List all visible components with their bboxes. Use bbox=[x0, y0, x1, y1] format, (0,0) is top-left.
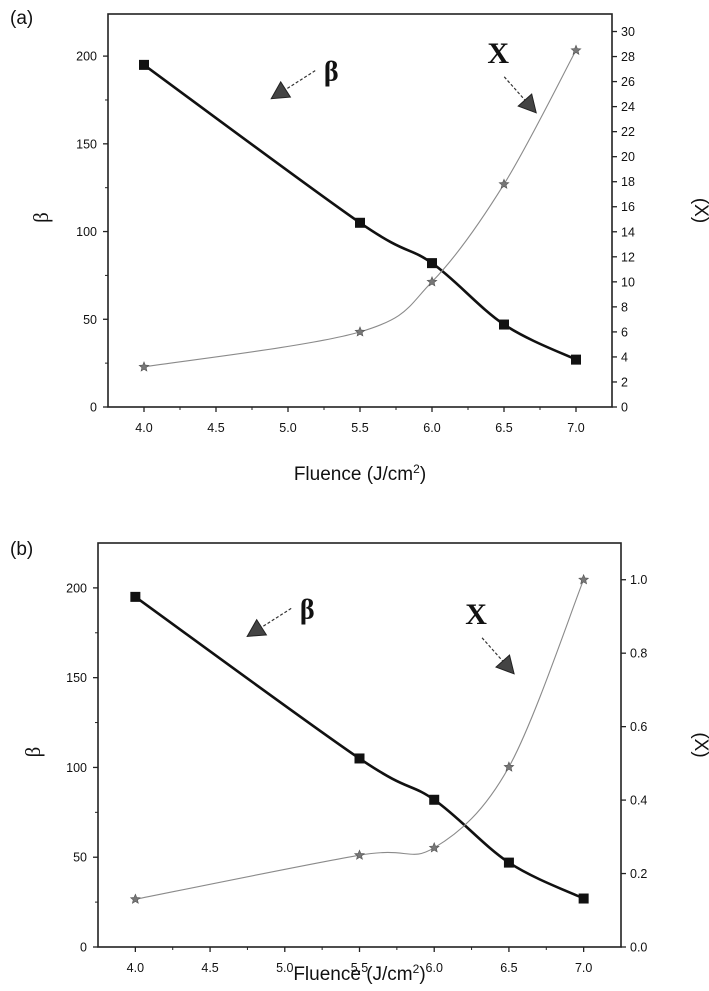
beta-data-point bbox=[139, 59, 149, 70]
y-tick-label: 200 bbox=[66, 581, 87, 595]
y2-tick-label: 0.8 bbox=[630, 647, 647, 661]
x-tick-label: 6.5 bbox=[495, 421, 512, 435]
y-tick-label: 150 bbox=[66, 671, 87, 685]
x-data-point bbox=[428, 842, 440, 853]
y-tick-label: 50 bbox=[73, 851, 87, 865]
x-data-point bbox=[503, 761, 515, 772]
y2-tick-label: 0.6 bbox=[630, 720, 647, 734]
x-axis-title-end: ) bbox=[419, 964, 425, 985]
y2-tick-label: 16 bbox=[621, 200, 635, 214]
beta-data-point bbox=[429, 794, 440, 805]
x-axis-title: Fluence (J/cm2) bbox=[293, 962, 425, 985]
y-axis-title: β bbox=[21, 747, 45, 758]
x-tick-label: 5.0 bbox=[279, 421, 296, 435]
y-tick-label: 0 bbox=[90, 401, 97, 415]
x-annotation-label: X bbox=[487, 37, 509, 70]
beta-annotation-arrowhead bbox=[246, 618, 268, 637]
x-tick-label: 6.0 bbox=[426, 961, 443, 975]
panel-label: (b) bbox=[10, 539, 33, 560]
beta-data-point bbox=[499, 319, 509, 330]
y2-tick-label: 18 bbox=[621, 175, 635, 189]
chart-panel-b: (b) 4.0 4.5 5.0 5.5 6.0 6.5 7.0 0 50 100 150 200 0.0 0… bbox=[10, 539, 709, 985]
y-tick-label: 150 bbox=[76, 137, 97, 151]
x-data-point bbox=[353, 849, 366, 860]
beta-data-point bbox=[130, 591, 141, 602]
x-data-point bbox=[498, 178, 510, 189]
x-tick-label: 5.5 bbox=[351, 961, 368, 975]
y2-tick-label: 4 bbox=[621, 350, 628, 364]
x-annotation-label: X bbox=[465, 598, 487, 631]
beta-series-line bbox=[134, 595, 585, 900]
beta-data-point bbox=[578, 893, 589, 904]
beta-annotation-arrow-line bbox=[246, 607, 292, 637]
y-tick-label: 100 bbox=[76, 225, 97, 239]
y-tick-label: 50 bbox=[83, 313, 97, 327]
y2-tick-label: 26 bbox=[621, 75, 635, 89]
beta-annotation-label: β bbox=[300, 594, 315, 625]
x-axis-title: Fluence (J/cm2) bbox=[294, 462, 426, 485]
x-tick-label: 4.0 bbox=[127, 961, 144, 975]
y2-tick-label: 8 bbox=[621, 300, 628, 314]
y-tick-label: 200 bbox=[76, 50, 97, 64]
y2-tick-label: 10 bbox=[621, 275, 635, 289]
x-data-point bbox=[570, 44, 582, 55]
y2-tick-label: 0 bbox=[621, 401, 628, 415]
x-tick-label: 6.5 bbox=[500, 961, 517, 975]
x-series-line bbox=[143, 50, 577, 368]
y2-axis-title: (X) bbox=[690, 198, 709, 223]
beta-data-point bbox=[571, 354, 581, 365]
x-tick-label: 5.0 bbox=[276, 961, 293, 975]
beta-data-point bbox=[427, 258, 437, 269]
x-tick-label: 5.5 bbox=[351, 421, 368, 435]
x-data-point bbox=[354, 326, 366, 337]
y2-tick-label: 24 bbox=[621, 100, 635, 114]
beta-annotation-arrow-line bbox=[270, 70, 316, 100]
y2-tick-label: 0.0 bbox=[630, 941, 647, 955]
y2-tick-label: 14 bbox=[621, 225, 635, 239]
y2-tick-label: 2 bbox=[621, 375, 628, 389]
y2-tick-label: 12 bbox=[621, 250, 635, 264]
y2-tick-label: 6 bbox=[621, 325, 628, 339]
beta-annotation-label: β bbox=[324, 57, 339, 88]
x-tick-label: 4.5 bbox=[201, 961, 218, 975]
y2-tick-label: 0.4 bbox=[630, 794, 647, 808]
x-tick-label: 6.0 bbox=[423, 421, 440, 435]
x-tick-label: 4.5 bbox=[207, 421, 224, 435]
x-tick-label: 7.0 bbox=[567, 421, 584, 435]
x-axis-title-main: Fluence (J/cm bbox=[294, 464, 413, 485]
x-data-point bbox=[138, 361, 150, 372]
chart-panel-a: (a)4.0 4.5 5.0 5.5 6.0 6.5 7.00501001502000246… bbox=[10, 8, 709, 485]
plot-frame bbox=[107, 13, 613, 408]
y2-tick-label: 28 bbox=[621, 50, 635, 64]
beta-data-point bbox=[503, 857, 514, 868]
y2-axis-title: (X) bbox=[690, 732, 709, 757]
x-data-point bbox=[578, 573, 590, 585]
y-tick-label: 100 bbox=[66, 761, 87, 775]
beta-series-line bbox=[143, 63, 577, 361]
y2-tick-label: 0.2 bbox=[630, 867, 647, 881]
x-data-point bbox=[129, 893, 141, 904]
x-annotation-arrowhead bbox=[517, 93, 537, 114]
x-axis-title-sup: 2 bbox=[413, 462, 420, 476]
y2-tick-label: 20 bbox=[621, 150, 635, 164]
y-tick-label: 0 bbox=[80, 941, 87, 955]
beta-data-point bbox=[355, 217, 365, 228]
beta-annotation-arrowhead bbox=[270, 80, 292, 100]
y2-tick-label: 30 bbox=[621, 25, 635, 39]
y-axis-title: β bbox=[29, 212, 53, 223]
beta-data-point bbox=[354, 753, 365, 764]
x-data-point bbox=[426, 276, 438, 287]
x-tick-label: 4.0 bbox=[135, 421, 152, 435]
x-axis-title-sup: 2 bbox=[413, 962, 420, 976]
plot-frame bbox=[97, 542, 622, 948]
x-tick-label: 7.0 bbox=[575, 961, 592, 975]
x-annotation-arrowhead bbox=[495, 654, 515, 675]
y2-tick-label: 22 bbox=[621, 125, 635, 139]
x-axis-title-end: ) bbox=[420, 464, 426, 485]
x-axis-title-main: Fluence (J/cm bbox=[293, 964, 412, 985]
y2-tick-label: 1.0 bbox=[630, 573, 647, 587]
panel-label: (a) bbox=[10, 8, 33, 29]
